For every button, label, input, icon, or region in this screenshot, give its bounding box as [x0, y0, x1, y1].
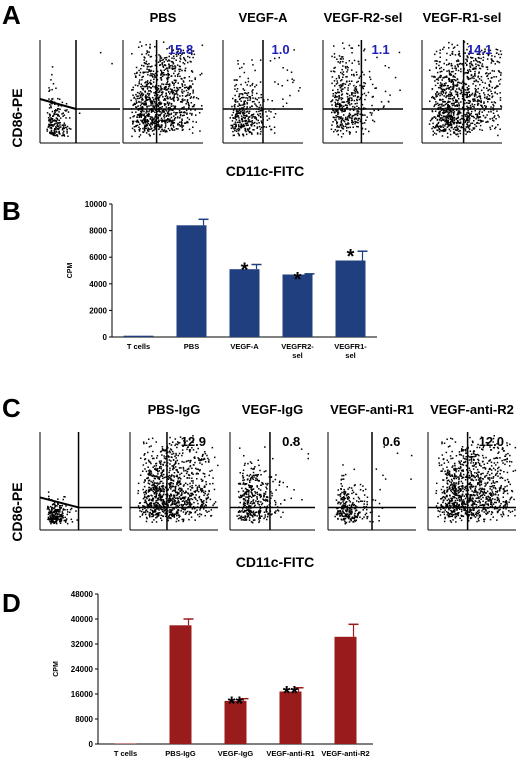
significance-marker: * [294, 269, 302, 291]
category-label: sel [345, 351, 355, 360]
category-label: VEGF-A [230, 342, 259, 351]
flow-plot-3: VEGF-A 1.0 [222, 10, 303, 144]
bar [279, 691, 302, 744]
y-tick-label: 48000 [71, 590, 94, 599]
bar [123, 335, 154, 337]
category-label: PBS-IgG [165, 749, 196, 758]
flow-plot-5-title: VEGF-R1-sel [423, 10, 502, 25]
panel-c-x-axis-label: CD11c-FITC [236, 554, 315, 570]
y-tick-label: 32000 [71, 640, 94, 649]
flow-plot-5-percentage: 14.1 [467, 42, 492, 57]
flow-plot-5-title: VEGF-anti-R2 [430, 402, 514, 417]
bar [224, 700, 247, 744]
panel-a-y-axis-label: CD86-PE [9, 88, 25, 147]
category-label: sel [292, 351, 302, 360]
flow-plot-3-events [236, 441, 310, 524]
flow-plot-4-title: VEGF-anti-R1 [330, 402, 414, 417]
y-tick-label: 16000 [71, 690, 94, 699]
y-tick-label: 10000 [85, 200, 108, 209]
panel-d-letter: D [2, 588, 21, 618]
y-tick-label: 6000 [89, 253, 107, 262]
flow-plot-4-title: VEGF-R2-sel [324, 10, 403, 25]
flow-plot-5: VEGF-anti-R2 12.0 [427, 402, 517, 531]
flow-plot-2-percentage: 15.8 [168, 42, 193, 57]
y-tick-label: 4000 [89, 280, 107, 289]
category-label: VEGFR1- [334, 342, 367, 351]
bar [169, 625, 192, 745]
flow-plot-3-percentage: 1.0 [272, 42, 290, 57]
flow-plot-1-gate-line [39, 98, 77, 110]
flow-plot-4-percentage: 0.6 [382, 434, 400, 449]
panel-c-letter: C [2, 393, 21, 423]
flow-plot-4-percentage: 1.1 [372, 42, 390, 57]
category-label: VEGF-anti-R1 [266, 749, 314, 758]
y-tick-label: 2000 [89, 306, 107, 315]
y-tick-label: 40000 [71, 615, 94, 624]
bar [282, 274, 313, 337]
flow-plot-4-events [330, 42, 401, 138]
flow-plot-1-events [46, 491, 78, 525]
flow-plot-2: PBS 15.8 [122, 10, 204, 144]
flow-plot-4: VEGF-anti-R1 0.6 [327, 402, 416, 531]
significance-marker: * [241, 260, 249, 282]
flow-plot-2-events [137, 435, 219, 523]
flow-plot-1 [39, 40, 120, 144]
y-tick-label: 8000 [75, 715, 93, 724]
y-tick-label: 8000 [89, 227, 107, 236]
panel-b-bar-chart: B 0 2000 4000 6000 8000 10000 CPM T cells PBS * VE… [2, 196, 377, 360]
panel-c-y-axis-label: CD86-PE [9, 482, 25, 541]
significance-marker: ** [283, 683, 299, 705]
bar [114, 743, 137, 744]
y-axis-label: CPM [67, 263, 74, 279]
category-label: PBS [184, 342, 199, 351]
flow-plot-2: PBS-IgG 12.9 [129, 402, 219, 531]
panel-a-x-axis-label: CD11c-FITC [226, 163, 305, 179]
y-tick-label: 24000 [71, 665, 94, 674]
panel-c-flow-plots: C CD86-PE CD11c-FITC PBS-IgG 12.9 VEGF-IgG… [2, 393, 517, 570]
flow-plot-4-events [334, 446, 413, 525]
category-label: VEGF-IgG [218, 749, 254, 758]
flow-plot-1-gate-line [39, 496, 79, 509]
category-label: T cells [127, 342, 150, 351]
category-label: VEGF-anti-R2 [321, 749, 369, 758]
panel-b-letter: B [2, 196, 21, 226]
flow-plot-4: VEGF-R2-sel 1.1 [322, 10, 403, 144]
flow-plot-2-title: PBS [150, 10, 177, 25]
y-tick-label: 0 [103, 333, 108, 342]
flow-plot-5-events [435, 435, 517, 523]
category-label: T cells [114, 749, 137, 758]
panel-a-letter: A [2, 0, 21, 30]
panel-a-flow-plots: A CD86-PE CD11c-FITC PBS15.8VEGF-A1.0VEG… [2, 0, 503, 179]
flow-plot-3-percentage: 0.8 [282, 434, 300, 449]
bar [176, 225, 207, 337]
flow-plot-5: VEGF-R1-sel 14.1 [421, 10, 503, 144]
panel-d-bar-chart: D 0 8000 16000 24000 32000 40000 48000 CPM T cel… [2, 588, 373, 758]
flow-plot-5-percentage: 12.0 [479, 434, 504, 449]
flow-plot-2-title: PBS-IgG [148, 402, 201, 417]
significance-marker: ** [228, 694, 244, 716]
flow-plot-2-percentage: 12.9 [181, 434, 206, 449]
bar [334, 636, 357, 744]
y-tick-label: 0 [89, 740, 94, 749]
flow-plot-1-events [46, 51, 113, 137]
flow-plot-1 [39, 432, 122, 531]
category-label: VEGFR2- [281, 342, 314, 351]
significance-marker: * [347, 246, 355, 268]
bar [229, 269, 260, 337]
flow-plot-3-title: VEGF-A [238, 10, 288, 25]
bar [335, 260, 366, 337]
flow-plot-3-events [229, 49, 301, 137]
flow-plot-3-title: VEGF-IgG [242, 402, 303, 417]
y-axis-label: CPM [53, 661, 60, 677]
flow-plot-3: VEGF-IgG 0.8 [229, 402, 315, 531]
